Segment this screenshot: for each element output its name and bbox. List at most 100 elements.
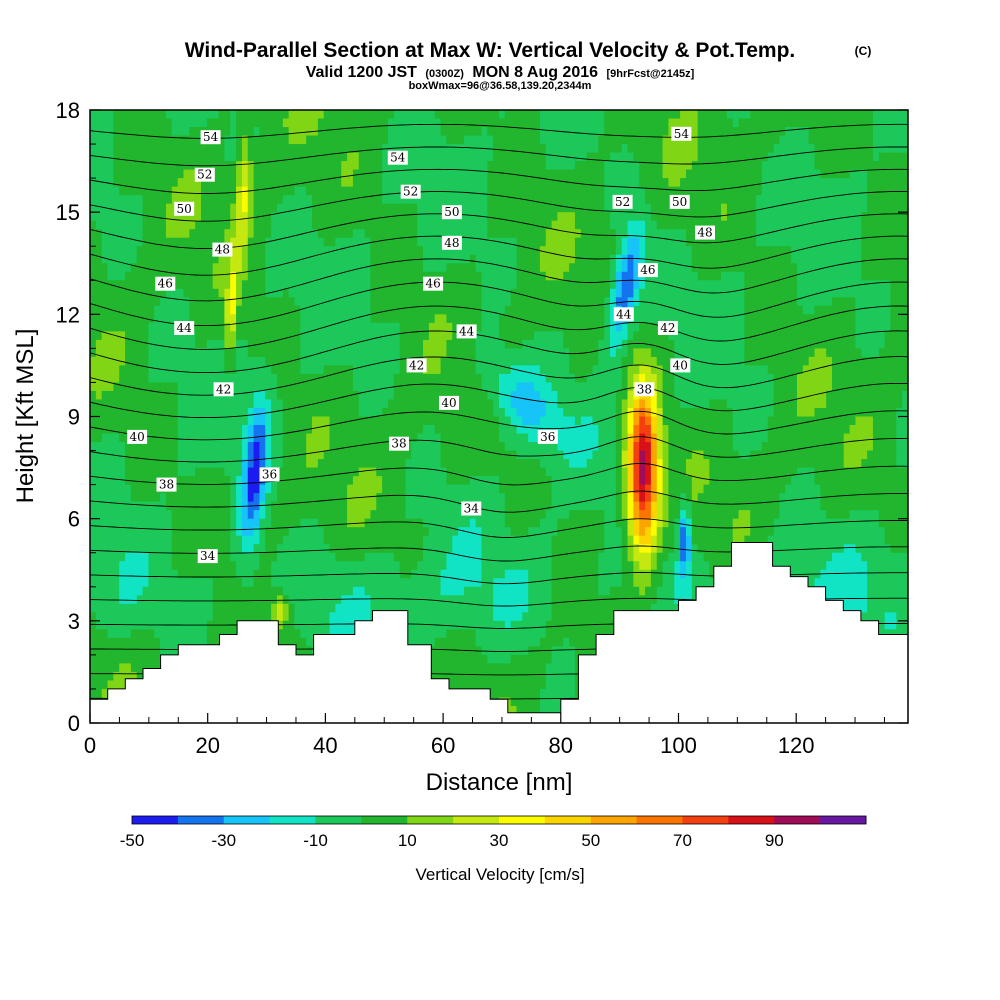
velocity-cell <box>160 467 167 477</box>
velocity-cell <box>195 135 202 145</box>
velocity-cell <box>241 348 249 358</box>
velocity-cell <box>458 425 465 435</box>
velocity-cell <box>423 578 430 588</box>
velocity-cell <box>136 476 144 486</box>
velocity-cell <box>259 365 266 375</box>
velocity-cell <box>183 110 190 120</box>
velocity-cell <box>148 254 155 264</box>
velocity-cell <box>370 203 377 213</box>
velocity-cell <box>417 637 424 647</box>
velocity-cell <box>475 195 483 205</box>
velocity-cell <box>224 110 231 120</box>
velocity-cell <box>487 271 494 281</box>
velocity-cell <box>323 263 331 273</box>
velocity-cell <box>387 527 395 537</box>
velocity-cell <box>101 646 109 656</box>
velocity-cell <box>463 654 471 664</box>
velocity-cell <box>376 135 383 145</box>
velocity-cell <box>206 229 214 239</box>
velocity-cell <box>475 118 483 128</box>
velocity-cell <box>387 118 395 128</box>
velocity-cell <box>347 629 354 639</box>
velocity-cell <box>358 586 366 596</box>
velocity-cell <box>487 280 494 290</box>
velocity-cell <box>130 339 138 349</box>
velocity-cell <box>142 161 150 171</box>
velocity-cell <box>136 450 144 460</box>
velocity-cell <box>370 433 377 443</box>
velocity-cell <box>154 331 161 341</box>
velocity-cell <box>335 348 342 358</box>
velocity-cell <box>376 382 383 392</box>
velocity-cell <box>119 484 126 494</box>
velocity-cell <box>463 339 471 349</box>
velocity-cell <box>125 169 132 179</box>
velocity-cell <box>218 339 225 349</box>
velocity-cell <box>206 322 214 332</box>
velocity-cell <box>411 203 418 213</box>
velocity-cell <box>434 569 442 579</box>
velocity-cell <box>481 152 488 162</box>
velocity-cell <box>341 186 348 196</box>
velocity-cell <box>317 297 325 307</box>
velocity-cell <box>177 390 185 401</box>
velocity-cell <box>282 263 290 273</box>
velocity-cell <box>259 578 266 588</box>
velocity-cell <box>428 399 436 409</box>
velocity-cell <box>154 620 161 630</box>
velocity-cell <box>160 348 167 358</box>
velocity-cell <box>399 203 407 213</box>
velocity-cell <box>160 535 167 545</box>
velocity-cell <box>376 144 383 154</box>
velocity-cell <box>294 135 301 145</box>
velocity-cell <box>329 425 336 435</box>
velocity-cell <box>358 382 366 392</box>
velocity-cell <box>265 595 272 605</box>
velocity-cell <box>201 271 208 281</box>
velocity-cell <box>195 263 202 273</box>
velocity-cell <box>125 620 132 630</box>
velocity-cell <box>218 629 225 639</box>
velocity-cell <box>347 314 354 324</box>
velocity-cell <box>382 399 389 409</box>
velocity-cell <box>125 365 132 375</box>
velocity-cell <box>306 271 313 281</box>
velocity-cell <box>224 152 231 162</box>
velocity-cell <box>294 263 301 273</box>
velocity-cell <box>247 246 255 256</box>
velocity-cell <box>405 280 412 290</box>
velocity-cell <box>119 110 126 120</box>
velocity-cell <box>276 246 284 256</box>
velocity-cell <box>271 254 278 264</box>
velocity-cell <box>271 229 278 239</box>
velocity-cell <box>428 331 436 341</box>
velocity-cell <box>230 348 237 358</box>
velocity-cell <box>300 544 307 554</box>
velocity-cell <box>265 331 272 341</box>
velocity-cell <box>154 535 161 545</box>
velocity-cell <box>382 467 389 477</box>
velocity-cell <box>206 476 214 486</box>
velocity-cell <box>90 314 97 324</box>
velocity-cell <box>329 442 336 452</box>
velocity-cell <box>282 135 290 145</box>
velocity-cell <box>154 212 161 222</box>
velocity-cell <box>399 178 407 188</box>
velocity-cell <box>101 195 109 205</box>
velocity-cell <box>399 578 407 588</box>
velocity-cell <box>282 169 290 179</box>
velocity-cell <box>428 459 436 469</box>
velocity-cell <box>265 442 272 452</box>
velocity-cell <box>282 212 290 222</box>
velocity-cell <box>154 527 161 537</box>
velocity-cell <box>358 501 366 511</box>
velocity-cell <box>230 433 237 443</box>
velocity-cell <box>212 152 220 162</box>
velocity-cell <box>329 110 336 120</box>
velocity-cell <box>364 322 372 332</box>
velocity-cell <box>230 629 237 639</box>
velocity-cell <box>428 433 436 443</box>
velocity-cell <box>130 493 138 503</box>
velocity-cell <box>253 595 261 605</box>
velocity-cell <box>417 280 424 290</box>
